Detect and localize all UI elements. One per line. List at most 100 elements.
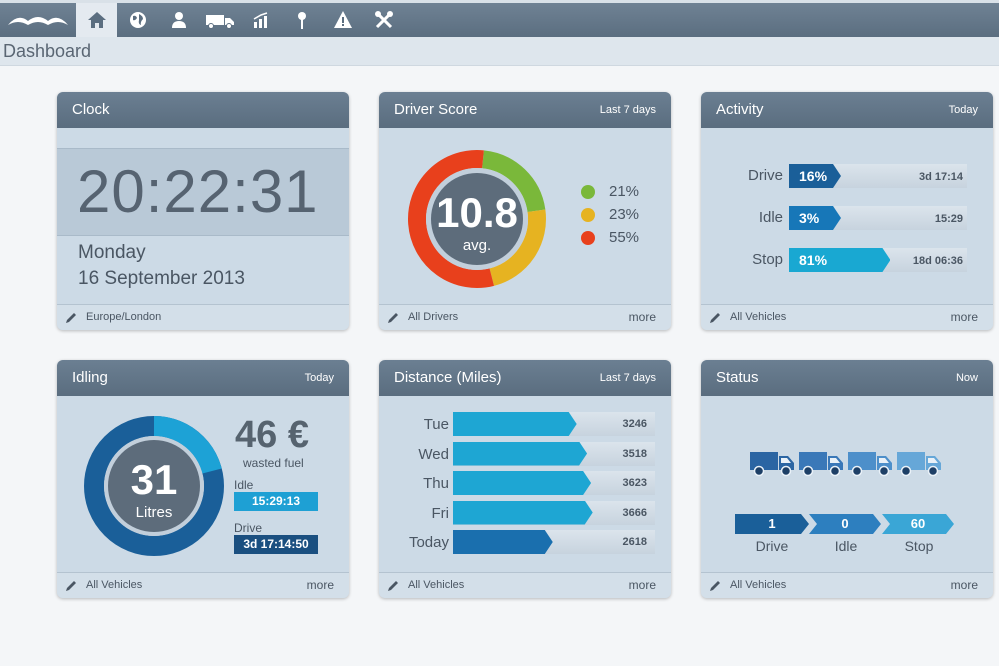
driver-score-panel: Driver Score Last 7 days 10.8 avg. 21% 2…: [379, 92, 671, 330]
clock-band: [57, 148, 349, 236]
legend-dot-green: [581, 184, 595, 199]
activity-percent: 3%: [799, 210, 820, 226]
driver-score-value: 10.8: [436, 189, 518, 236]
pin-icon: [297, 12, 306, 29]
status-label: Idle: [834, 538, 858, 554]
pencil-icon[interactable]: [65, 580, 77, 592]
pencil-icon[interactable]: [709, 580, 721, 592]
activity-label: Stop: [752, 251, 783, 268]
globe-icon: [129, 12, 146, 28]
legend-dot-yellow: [581, 207, 595, 222]
app-logo[interactable]: [0, 3, 76, 37]
pencil-icon[interactable]: [387, 580, 399, 592]
pencil-icon[interactable]: [65, 312, 77, 324]
filter-label: All Drivers: [408, 311, 459, 323]
panel-header: Activity Today: [701, 92, 993, 128]
legend-value: 55%: [609, 229, 640, 246]
activity-bar: [789, 164, 841, 188]
panel-title: Idling: [72, 369, 108, 386]
score-segment: [489, 209, 546, 286]
distance-bar: [453, 501, 593, 525]
distance-day: Fri: [431, 504, 450, 522]
title-bar: Dashboard: [0, 37, 999, 66]
status-label: Stop: [904, 538, 934, 554]
legend-value: 23%: [609, 206, 640, 223]
idling-donut: 31 Litres: [84, 416, 224, 556]
nav-reports-button[interactable]: [240, 3, 281, 37]
panel-footer: All Vehicles more: [701, 304, 993, 330]
drive-label: Drive: [234, 521, 263, 535]
distance-day: Tue: [423, 416, 449, 433]
score-legend-item: 55%: [581, 229, 639, 246]
activity-bar: [789, 248, 890, 272]
pencil-icon[interactable]: [387, 312, 399, 324]
truck-icon: [750, 452, 794, 477]
truck-icon: [799, 452, 843, 477]
panel-header: Distance (Miles) Last 7 days: [379, 360, 671, 396]
more-link[interactable]: more: [306, 578, 334, 592]
truck-icon: [848, 452, 892, 477]
filter-label: All Vehicles: [408, 579, 465, 591]
distance-day: Thu: [423, 475, 449, 492]
panel-header: Idling Today: [57, 360, 349, 396]
distance-value: 3666: [622, 506, 647, 519]
wasted-fuel-amount: 46 €: [235, 414, 309, 456]
van-icon: [205, 15, 234, 29]
panel-title: Status: [716, 369, 759, 386]
idling-panel: Idling Today 31 Litres 46 € wasted fuel …: [57, 360, 349, 598]
distance-bar: [453, 530, 553, 554]
panel-period: Now: [955, 372, 978, 384]
clock-date: 16 September 2013: [78, 268, 245, 289]
distance-value: 3518: [622, 447, 647, 460]
more-link[interactable]: more: [628, 310, 656, 324]
timezone-label: Europe/London: [86, 311, 162, 323]
panel-footer: All Vehicles more: [379, 572, 671, 598]
nav-drivers-button[interactable]: [158, 3, 199, 37]
distance-value: 3246: [622, 418, 647, 430]
panel-period: Today: [304, 372, 334, 384]
panel-header: Status Now: [701, 360, 993, 396]
status-panel: Status Now: [701, 360, 993, 598]
more-link[interactable]: more: [950, 310, 978, 324]
distance-bar: [453, 442, 587, 466]
page-title: Dashboard: [3, 41, 92, 61]
chart-icon: [253, 12, 267, 28]
score-segment: [408, 150, 494, 288]
nav-tools-button[interactable]: [363, 3, 404, 37]
activity-duration: 15:29: [934, 213, 963, 225]
legend-value: 21%: [609, 183, 640, 200]
activity-percent: 16%: [799, 168, 828, 184]
top-nav-bar: [0, 0, 999, 37]
nav-map-button[interactable]: [117, 3, 158, 37]
panel-period: Today: [948, 104, 978, 116]
distance-value: 2618: [622, 536, 647, 548]
filter-label: All Vehicles: [730, 579, 787, 591]
activity-bar: [789, 206, 841, 230]
panel-header: Driver Score Last 7 days: [379, 92, 671, 128]
activity-percent: 81%: [799, 252, 828, 268]
more-link[interactable]: more: [628, 578, 656, 592]
more-link[interactable]: more: [950, 578, 978, 592]
pencil-icon[interactable]: [709, 312, 721, 324]
activity-panel: Activity Today Drive 16% 3d 17:14 Idle 3…: [701, 92, 993, 330]
clock-panel: Clock 20:22:31 Monday 16 September 2013 …: [57, 92, 349, 330]
panel-period: Last 7 days: [599, 104, 656, 116]
status-label: Drive: [755, 538, 789, 554]
clock-day: Monday: [78, 242, 146, 263]
filter-label: All Vehicles: [86, 579, 143, 591]
panel-footer: All Drivers more: [379, 304, 671, 330]
nav-vehicles-button[interactable]: [199, 3, 240, 37]
nav-locations-button[interactable]: [281, 3, 322, 37]
score-segment: [481, 150, 546, 213]
panel-title: Activity: [716, 101, 764, 118]
idling-litres-label: Litres: [136, 504, 173, 521]
nav-home-button[interactable]: [76, 3, 117, 37]
panel-footer: All Vehicles more: [57, 572, 349, 598]
driver-score-label: avg.: [463, 237, 491, 254]
panel-title: Driver Score: [394, 101, 478, 118]
activity-label: Drive: [747, 167, 783, 184]
nav-alerts-button[interactable]: [322, 3, 363, 37]
score-legend-item: 23%: [581, 206, 639, 223]
status-count: 60: [882, 514, 954, 534]
filter-label: All Vehicles: [730, 311, 787, 323]
